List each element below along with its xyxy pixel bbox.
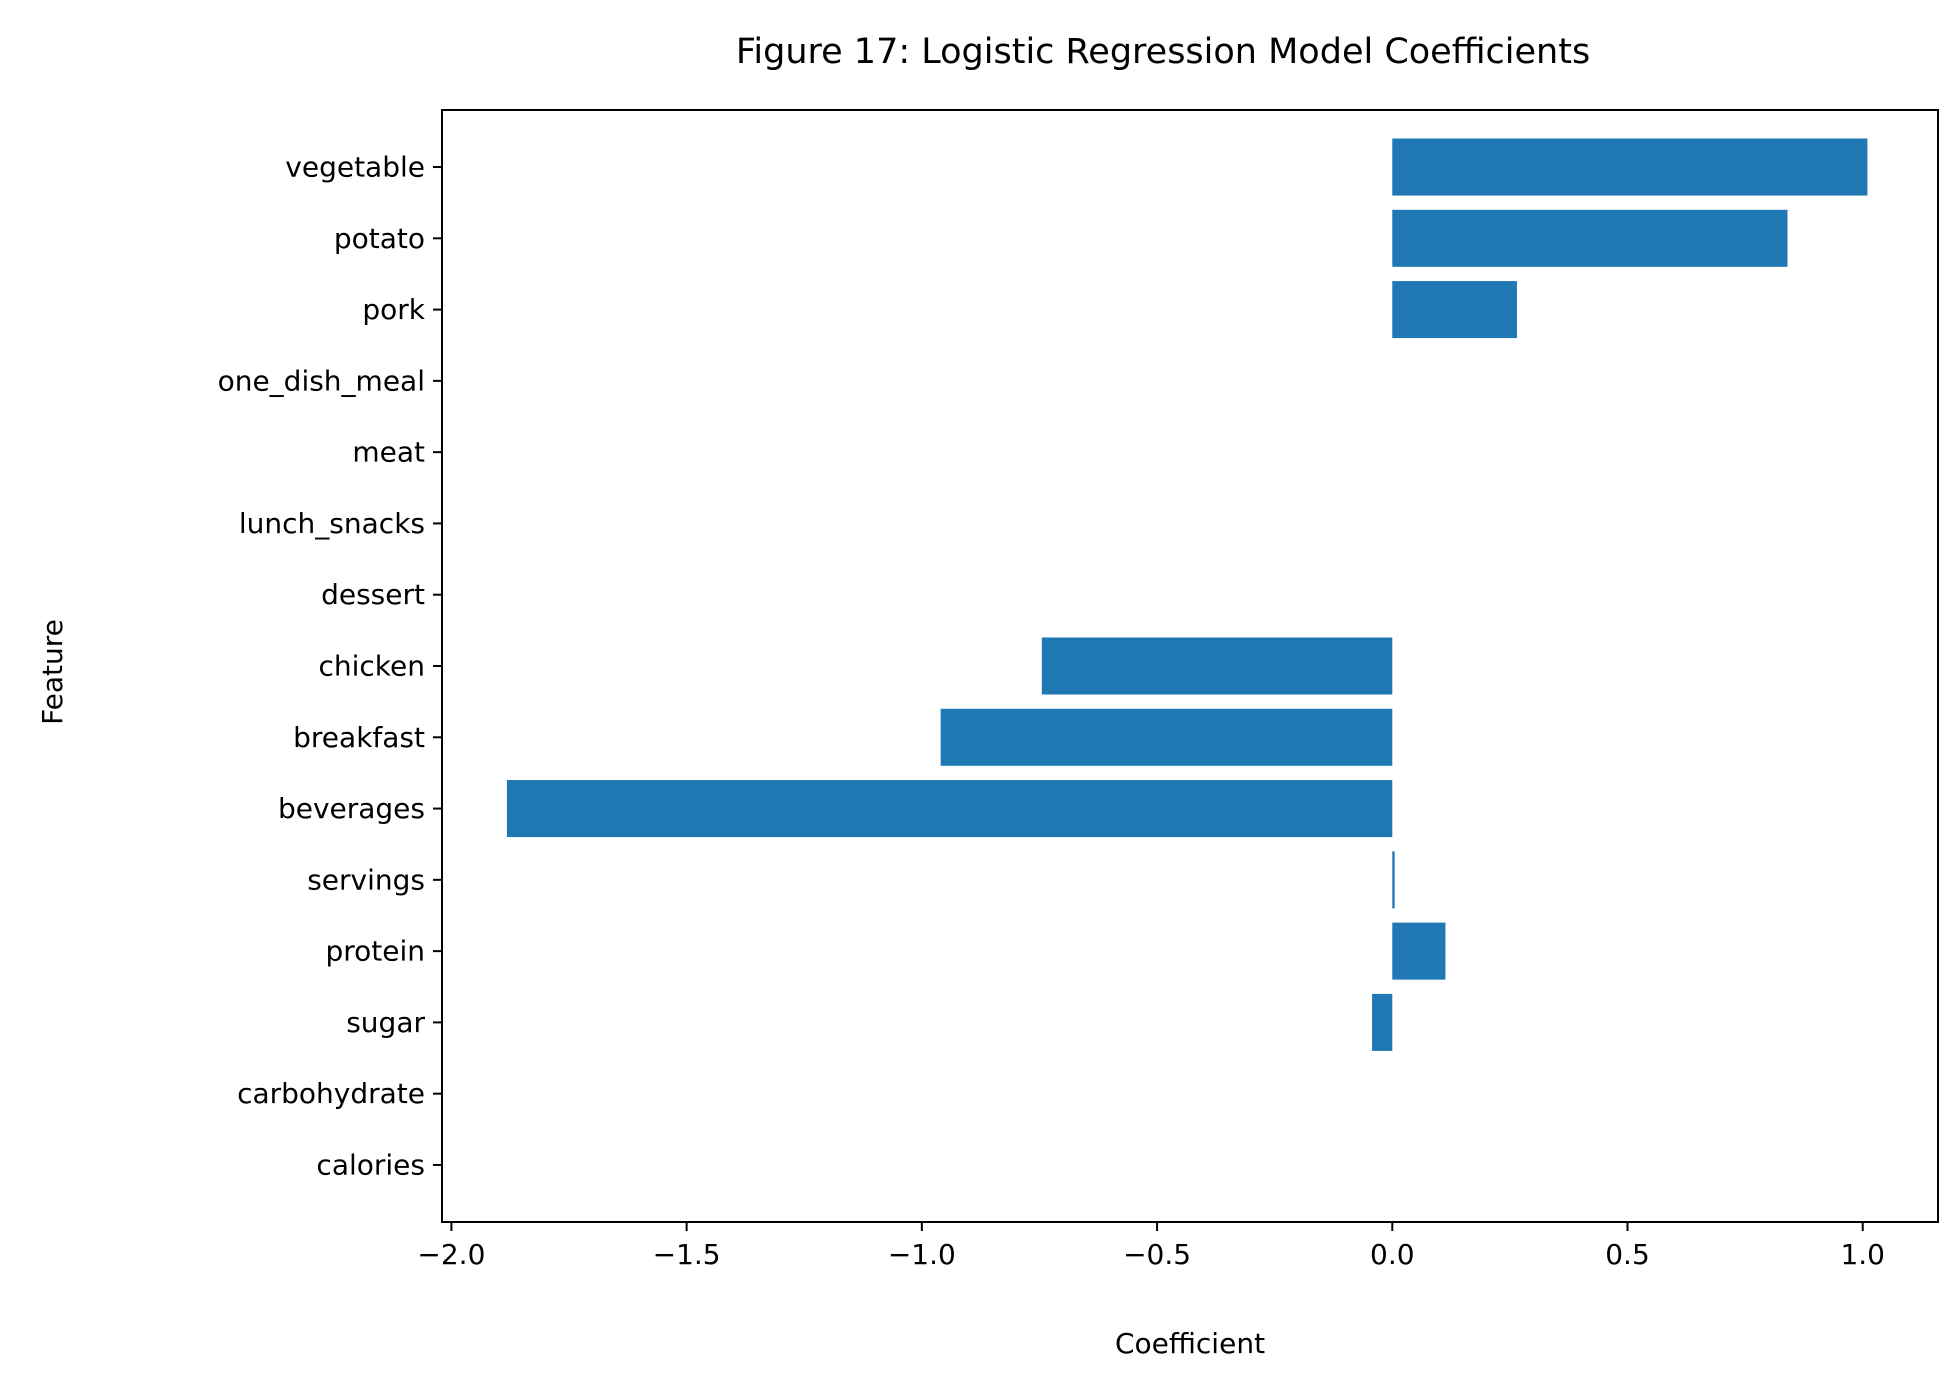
bar-protein — [1392, 922, 1446, 980]
x-tick-label: −0.5 — [1123, 1238, 1191, 1271]
chart-title: Figure 17: Logistic Regression Model Coe… — [736, 32, 1590, 72]
bar-vegetable — [1392, 138, 1868, 196]
y-tick-label: potato — [334, 222, 425, 255]
y-tick-label: one_dish_meal — [218, 364, 425, 397]
bar-breakfast — [940, 708, 1393, 766]
y-tick-label: chicken — [318, 650, 425, 683]
y-tick-label: sugar — [346, 1006, 425, 1039]
bar-servings — [1392, 851, 1395, 909]
x-axis-label: Coefficient — [1115, 1327, 1265, 1360]
y-tick-label: protein — [325, 935, 425, 968]
y-tick-label: beverages — [278, 792, 425, 825]
y-tick-label: servings — [307, 863, 425, 896]
y-tick-label: carbohydrate — [237, 1077, 425, 1110]
y-axis-label: Feature — [36, 619, 69, 725]
bars-layer — [506, 138, 1868, 1051]
x-tick-label: −1.5 — [653, 1238, 721, 1271]
bar-chicken — [1041, 637, 1393, 695]
y-tick-label: meat — [352, 436, 425, 469]
y-tick-label: pork — [362, 293, 425, 326]
y-axis: calories carbohydrate sugar protein servings… — [218, 151, 442, 1181]
y-tick-label: breakfast — [293, 721, 425, 754]
x-tick-label: −1.0 — [888, 1238, 956, 1271]
y-tick-label: dessert — [321, 578, 425, 611]
y-tick-label: vegetable — [285, 151, 425, 184]
x-tick-label: 0.5 — [1605, 1238, 1650, 1271]
x-tick-label: −2.0 — [417, 1238, 485, 1271]
bar-pork — [1392, 281, 1517, 339]
bar-potato — [1392, 209, 1788, 267]
x-tick-label: 0.0 — [1370, 1238, 1415, 1271]
x-axis: −2.0 −1.5 −1.0 −0.5 0.0 0.5 1.0 — [417, 1222, 1885, 1271]
y-tick-label: calories — [316, 1148, 425, 1181]
y-tick-label: lunch_snacks — [239, 507, 425, 540]
bar-beverages — [506, 780, 1393, 838]
bar-sugar — [1372, 993, 1393, 1051]
x-tick-label: 1.0 — [1840, 1238, 1885, 1271]
